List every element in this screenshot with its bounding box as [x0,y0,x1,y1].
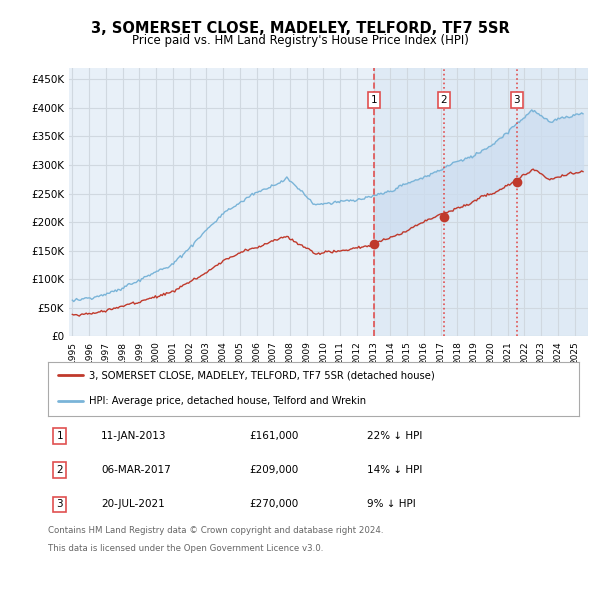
Text: Contains HM Land Registry data © Crown copyright and database right 2024.: Contains HM Land Registry data © Crown c… [48,526,383,535]
Text: 2: 2 [440,95,447,105]
Text: 14% ↓ HPI: 14% ↓ HPI [367,466,422,475]
Text: 3, SOMERSET CLOSE, MADELEY, TELFORD, TF7 5SR: 3, SOMERSET CLOSE, MADELEY, TELFORD, TF7… [91,21,509,35]
Text: 06-MAR-2017: 06-MAR-2017 [101,466,171,475]
Text: £161,000: £161,000 [250,431,299,441]
Text: 22% ↓ HPI: 22% ↓ HPI [367,431,422,441]
Text: 3, SOMERSET CLOSE, MADELEY, TELFORD, TF7 5SR (detached house): 3, SOMERSET CLOSE, MADELEY, TELFORD, TF7… [89,371,435,380]
Bar [374,68,588,336]
Text: HPI: Average price, detached house, Telford and Wrekin: HPI: Average price, detached house, Telf… [89,396,367,406]
Text: 2: 2 [56,466,63,475]
Text: £270,000: £270,000 [250,500,299,509]
Text: Price paid vs. HM Land Registry's House Price Index (HPI): Price paid vs. HM Land Registry's House … [131,34,469,47]
Text: 3: 3 [514,95,520,105]
Text: 11-JAN-2013: 11-JAN-2013 [101,431,167,441]
Text: 9% ↓ HPI: 9% ↓ HPI [367,500,415,509]
Text: £209,000: £209,000 [250,466,299,475]
Text: 20-JUL-2021: 20-JUL-2021 [101,500,165,509]
Text: 3: 3 [56,500,63,509]
Text: This data is licensed under the Open Government Licence v3.0.: This data is licensed under the Open Gov… [48,544,323,553]
Text: 1: 1 [371,95,377,105]
Text: 1: 1 [56,431,63,441]
